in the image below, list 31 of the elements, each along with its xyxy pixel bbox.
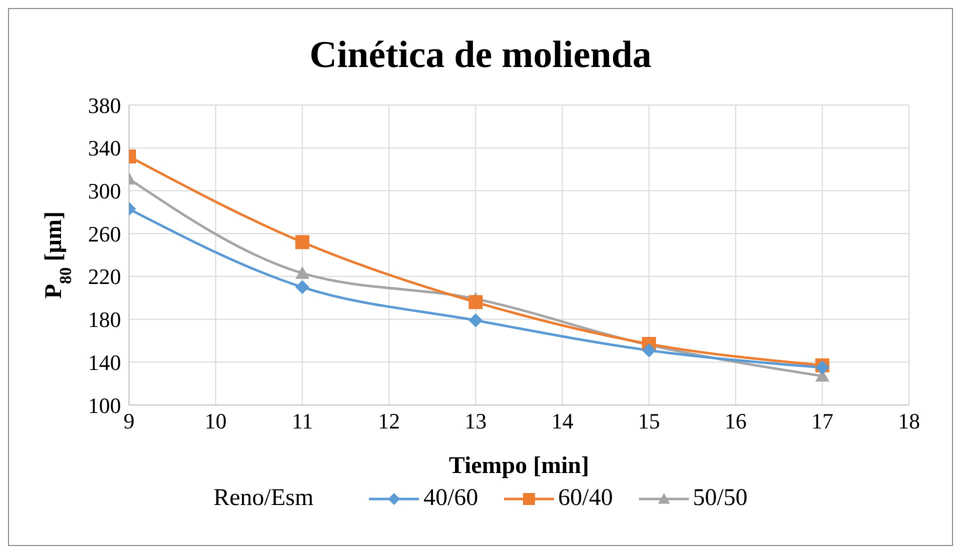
point [642, 343, 656, 358]
y-tick-label: 220 [88, 264, 121, 290]
x-tick-label: 18 [898, 408, 920, 434]
point [815, 360, 830, 374]
point [295, 266, 310, 279]
x-tick-label: 9 [124, 408, 134, 434]
x-tick-label: 12 [378, 408, 400, 434]
y-tick-label: 100 [88, 392, 121, 418]
point [468, 295, 483, 310]
chart-title: Cinética de molienda [308, 33, 652, 78]
x-axis-title: Tiempo [min] [448, 453, 590, 479]
y-tick-label: 300 [88, 178, 121, 204]
point [468, 313, 483, 328]
y-tick-label: 380 [88, 92, 121, 118]
legend-label: 50/50 [692, 485, 748, 512]
x-tick-label: 13 [464, 408, 487, 434]
x-tick-label: 10 [204, 408, 227, 434]
legend-title: Reno/Esm [213, 485, 314, 512]
y-tick-label: 140 [88, 350, 121, 375]
y-tick-label: 340 [88, 136, 121, 161]
point [295, 280, 310, 294]
x-tick-label: 17 [811, 408, 834, 434]
x-tick-label: 15 [638, 408, 660, 434]
legend-label: 60/40 [558, 485, 613, 512]
legend-label: 40/60 [423, 485, 478, 512]
x-tick-label: 14 [551, 408, 574, 434]
point [295, 235, 310, 250]
y-tick-label: 180 [88, 307, 121, 332]
y-tick-label: 260 [88, 221, 121, 246]
x-tick-label: 11 [292, 408, 313, 434]
x-tick-label: 16 [724, 408, 747, 434]
